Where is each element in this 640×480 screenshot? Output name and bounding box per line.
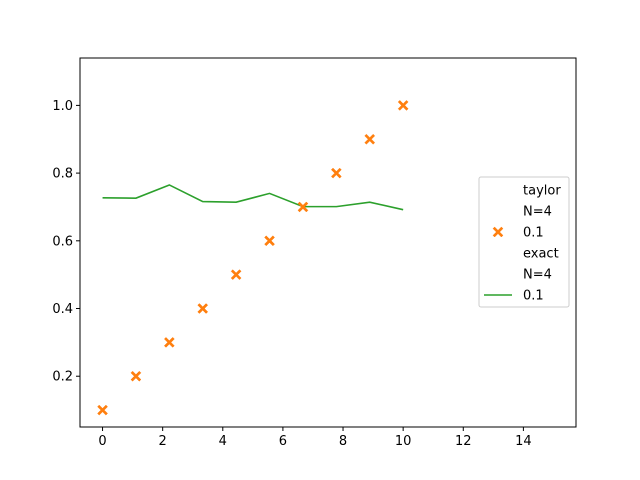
legend-label: N=4: [523, 205, 552, 220]
y-tick-label: 0.2: [52, 370, 73, 385]
taylor-point: [264, 235, 275, 247]
legend-marker: [492, 226, 504, 238]
x-tick-label: 2: [159, 434, 167, 449]
x-tick-label: 4: [219, 434, 227, 449]
legend: taylor N=4 0.1 exact N=4 0.1: [478, 176, 570, 308]
legend-label: 0.1: [523, 289, 544, 304]
x-tick-label: 8: [339, 434, 347, 449]
legend-box: [478, 176, 570, 308]
x-tick-label: 12: [455, 434, 472, 449]
legend-label: exact: [523, 247, 559, 262]
x-tick-label: 0: [98, 434, 106, 449]
exact-line: [102, 184, 404, 211]
y-axis-ticks: 0.2 0.4 0.6 0.8 1.0: [52, 99, 80, 385]
plot-series: [97, 100, 409, 416]
taylor-point: [297, 201, 309, 213]
x-tick-label: 10: [395, 434, 412, 449]
taylor-point: [331, 167, 342, 179]
taylor-point: [97, 404, 108, 416]
taylor-point: [364, 133, 376, 145]
x-tick-label: 14: [515, 434, 532, 449]
taylor-point: [130, 370, 142, 382]
y-tick-label: 0.8: [52, 167, 73, 182]
y-tick-label: 0.6: [52, 234, 73, 249]
taylor-point: [163, 337, 175, 348]
taylor-point: [230, 269, 242, 281]
y-tick-label: 0.4: [52, 302, 73, 317]
plot-frame: [79, 57, 577, 428]
y-tick-label: 1.0: [52, 99, 73, 114]
x-axis-ticks: 0 2 4 6 8 10 12 14: [98, 427, 532, 449]
x-tick-label: 6: [279, 434, 287, 449]
legend-label: N=4: [523, 268, 552, 283]
taylor-point: [197, 303, 209, 314]
taylor-point: [397, 100, 409, 111]
legend-label: 0.1: [523, 226, 544, 241]
legend-label: taylor: [523, 184, 561, 199]
